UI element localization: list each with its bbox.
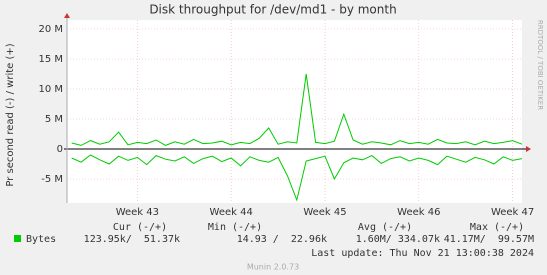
legend-column: Max (-/+) (470, 222, 524, 233)
series-line (71, 73, 523, 146)
x-tick-label: Week 47 (491, 207, 534, 218)
plot-area (67, 20, 522, 203)
y-tick-label: 20 M (38, 24, 63, 35)
legend-column: Avg (-/+) (358, 222, 412, 233)
x-tick-label: Week 43 (116, 207, 159, 218)
y-tick-label: 10 M (38, 84, 63, 95)
footer: Munin 2.0.73 (247, 263, 299, 272)
y-arrow (64, 13, 70, 18)
y-axis-label: Pr second read (-) / write (+) (5, 43, 16, 186)
x-arrow (526, 146, 531, 152)
legend-value: 123.95k/ 51.37k (84, 234, 180, 245)
y-tick-label: 0 (57, 144, 63, 155)
legend-column: Min (-/+) (208, 222, 262, 233)
series-line (71, 154, 523, 202)
legend-value: 14.93 / 22.96k (237, 234, 327, 245)
x-tick-label: Week 44 (210, 207, 253, 218)
last-update: Last update: Thu Nov 21 13:00:38 2024 (311, 248, 534, 259)
legend-column: Cur (-/+) (113, 222, 167, 233)
x-tick-label: Week 45 (303, 207, 346, 218)
side-text: RRDTOOL / TOBI OETIKER (536, 20, 544, 110)
y-tick-label: -5 M (41, 174, 63, 185)
legend-label: Bytes (26, 234, 56, 245)
legend-value: 41.17M/ 99.57M (444, 234, 534, 245)
y-tick-label: 15 M (38, 54, 63, 65)
y-tick-label: 5 M (45, 114, 63, 125)
x-tick-label: Week 46 (397, 207, 440, 218)
legend-value: 1.60M/ 334.07k (356, 234, 440, 245)
chart-title: Disk throughput for /dev/md1 - by month (149, 3, 396, 17)
legend-swatch (14, 235, 21, 242)
